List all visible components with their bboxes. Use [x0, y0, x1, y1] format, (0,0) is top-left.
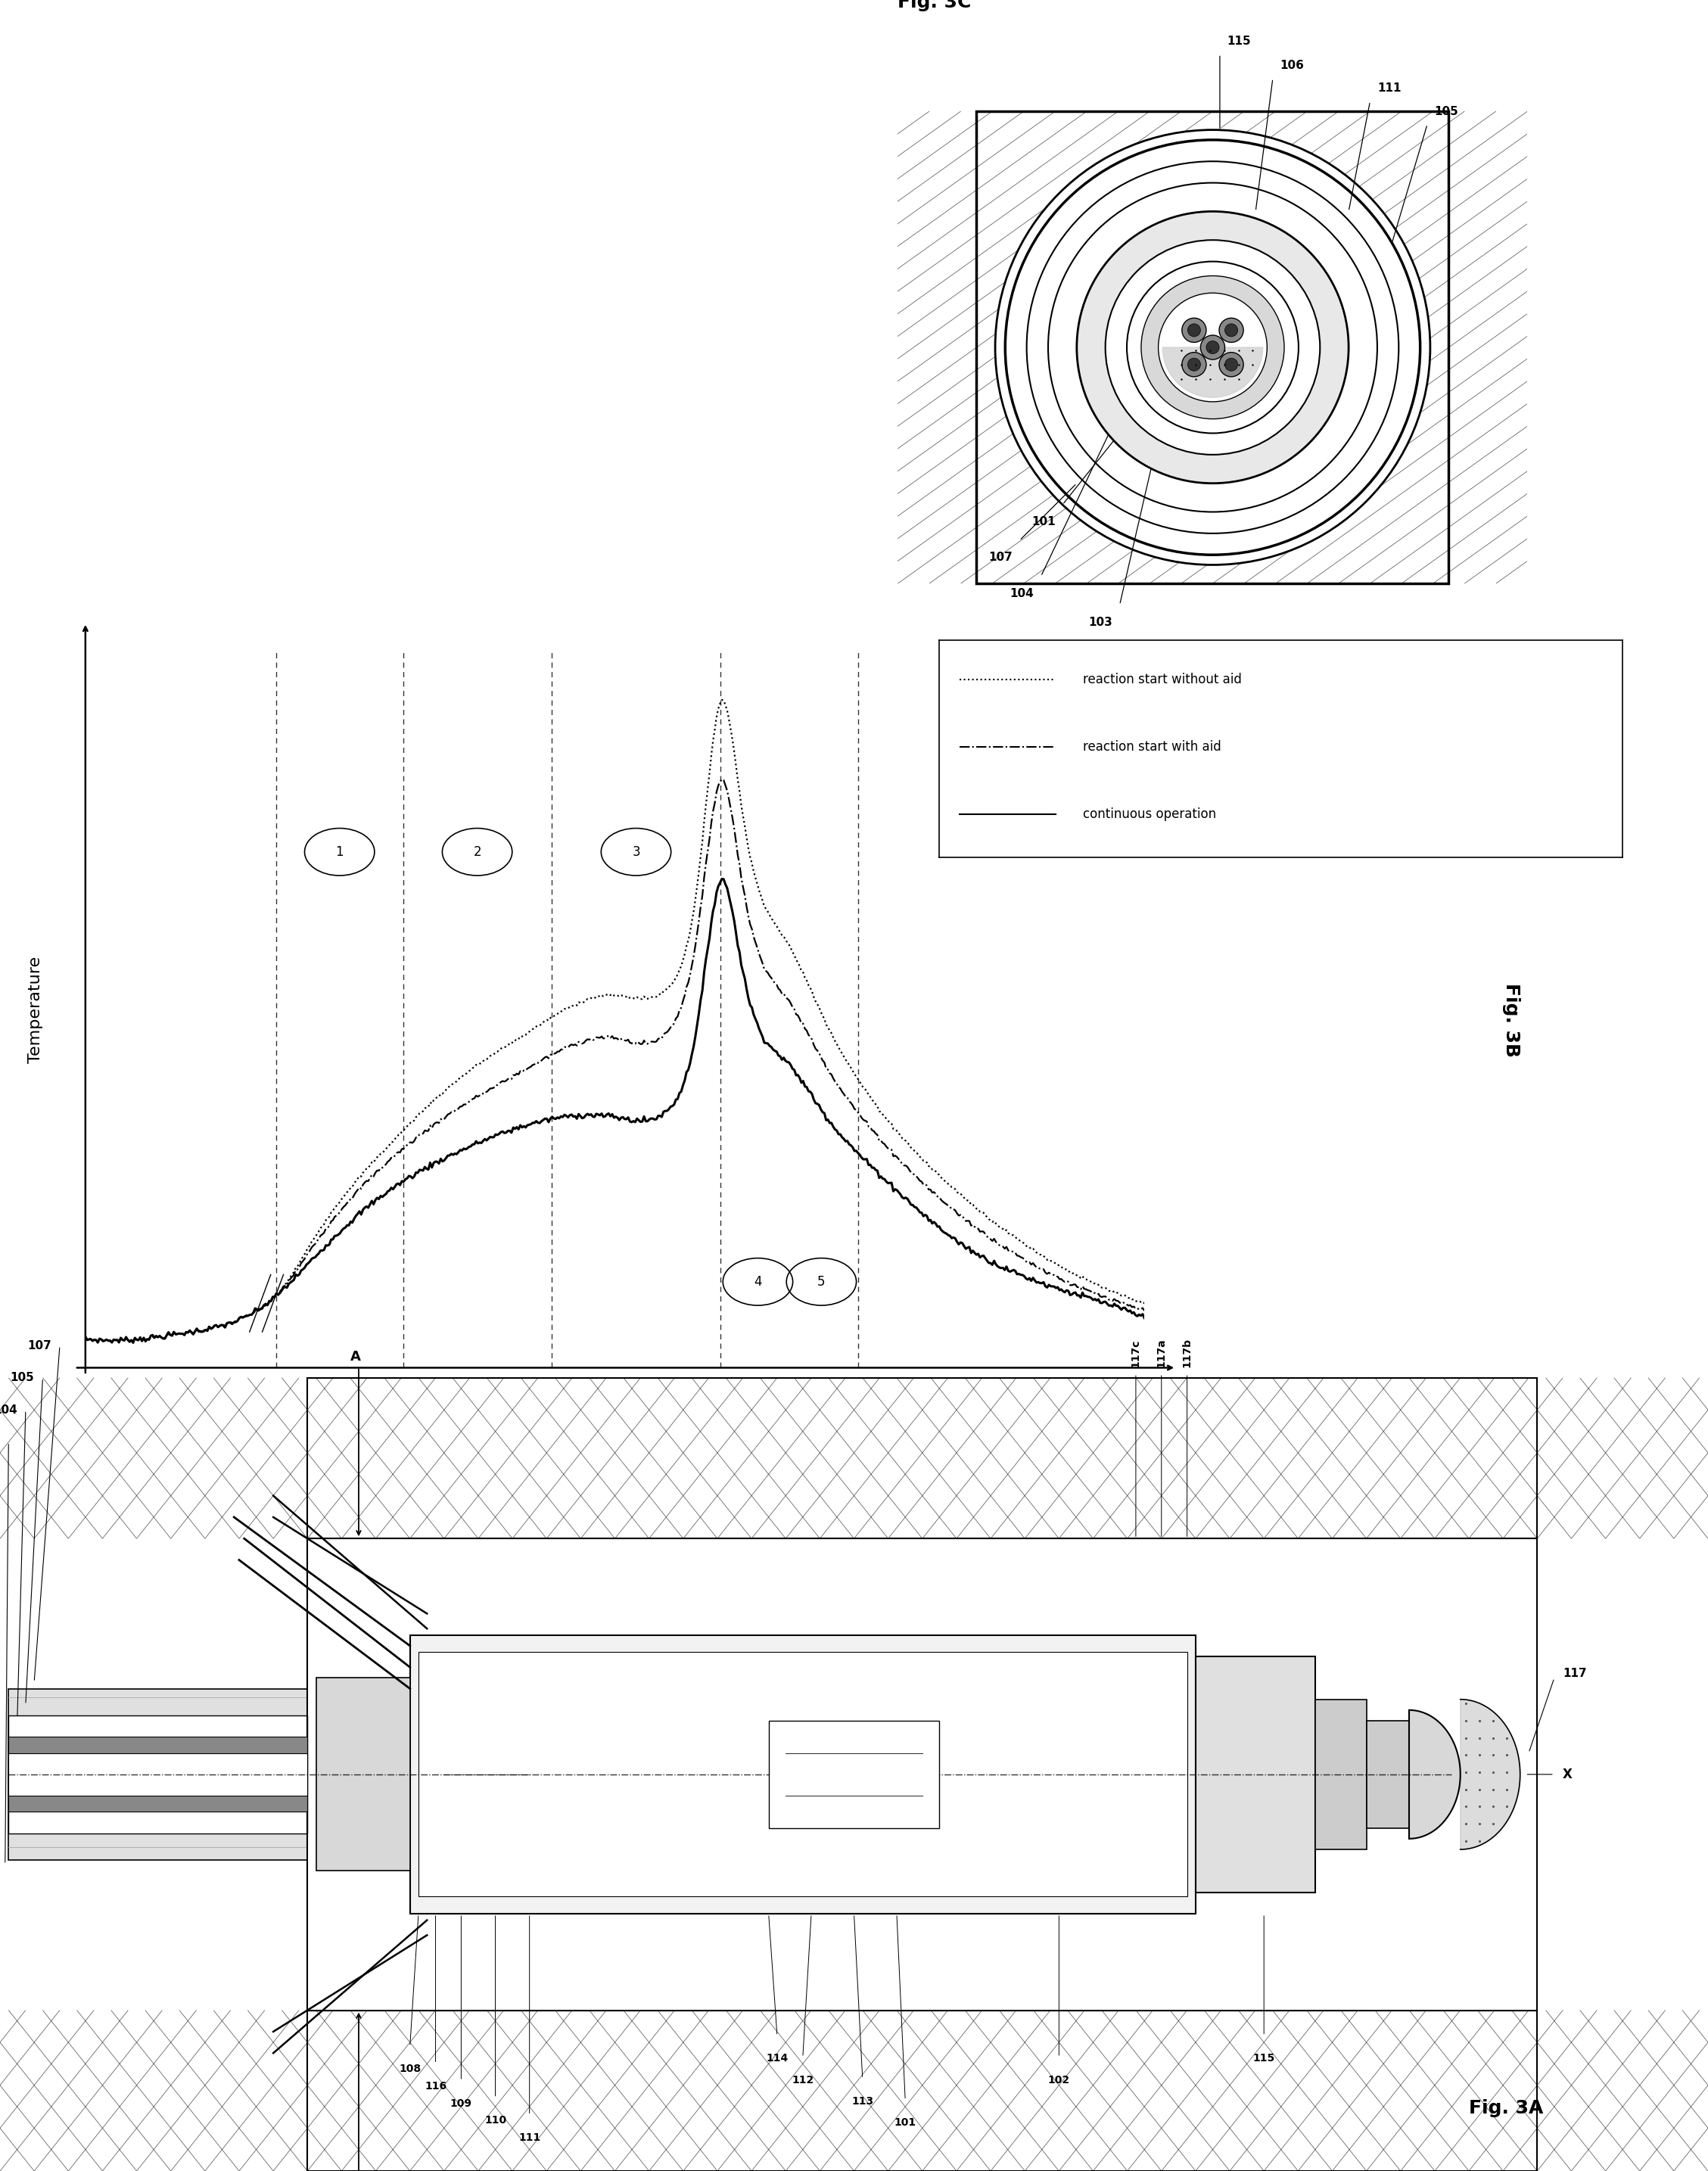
Text: 1: 1	[335, 845, 343, 860]
Text: 103: 103	[1088, 617, 1112, 627]
Bar	[316, 1678, 410, 1871]
Circle shape	[1220, 317, 1243, 343]
Circle shape	[1187, 323, 1201, 337]
Text: Temperature: Temperature	[27, 955, 43, 1064]
Text: A: A	[350, 1350, 360, 1363]
Text: reaction start with aid: reaction start with aid	[1083, 740, 1221, 753]
Bar	[9, 1752, 307, 1795]
Bar	[418, 1652, 1187, 1897]
Text: 105: 105	[10, 1372, 34, 1383]
Circle shape	[1225, 323, 1238, 337]
Text: 102: 102	[1049, 2075, 1069, 2084]
Text: 101: 101	[1032, 517, 1056, 528]
Circle shape	[1220, 352, 1243, 378]
Circle shape	[1206, 341, 1220, 354]
Text: A: A	[379, 1750, 388, 1761]
Bar	[1366, 1722, 1409, 1828]
Text: 116: 116	[425, 2082, 446, 2091]
Text: Fig. 3C: Fig. 3C	[898, 0, 972, 11]
Text: Depth in Formation: Depth in Formation	[533, 1411, 697, 1426]
Text: 117a: 117a	[1156, 1337, 1167, 1368]
Polygon shape	[1409, 1711, 1460, 1839]
Text: Fig. 3B: Fig. 3B	[1503, 983, 1520, 1057]
Bar	[977, 111, 1448, 584]
Bar	[410, 1635, 1196, 1915]
Text: 114: 114	[767, 2054, 787, 2065]
Text: 111: 111	[1377, 82, 1401, 93]
Text: 113: 113	[852, 2095, 873, 2106]
Bar	[9, 1689, 307, 1861]
Text: 107: 107	[989, 551, 1013, 562]
Bar	[307, 1539, 1537, 2010]
Text: 112: 112	[793, 2075, 813, 2084]
Bar	[9, 1737, 307, 1813]
Text: reaction start without aid: reaction start without aid	[1083, 673, 1242, 686]
Text: Fig. 3A: Fig. 3A	[1469, 2099, 1544, 2117]
Circle shape	[996, 130, 1430, 564]
Text: 109: 109	[451, 2097, 471, 2108]
Text: continuous operation: continuous operation	[1083, 808, 1216, 821]
Text: X: X	[1563, 1767, 1573, 1780]
Text: 115: 115	[1254, 2054, 1274, 2065]
Text: 2: 2	[473, 845, 482, 860]
Text: 4: 4	[753, 1274, 762, 1290]
Text: 110: 110	[485, 2115, 506, 2125]
Bar	[307, 2010, 1537, 2171]
Circle shape	[1076, 211, 1349, 484]
Polygon shape	[1163, 347, 1262, 397]
Text: 117: 117	[1563, 1667, 1587, 1680]
Circle shape	[1182, 352, 1206, 378]
Bar	[1196, 1656, 1315, 1893]
Text: 106: 106	[1279, 61, 1303, 72]
Circle shape	[1141, 276, 1284, 419]
Text: 104: 104	[0, 1405, 17, 1415]
Text: 5: 5	[818, 1274, 825, 1290]
Text: 117c: 117c	[1131, 1340, 1141, 1368]
Circle shape	[1105, 241, 1320, 454]
Text: 105: 105	[1435, 106, 1459, 117]
Bar	[307, 1379, 1537, 1539]
Bar	[9, 1715, 307, 1832]
Text: 111: 111	[519, 2132, 540, 2143]
Text: 117b: 117b	[1182, 1337, 1192, 1368]
Text: 107: 107	[27, 1340, 51, 1350]
Circle shape	[1182, 317, 1206, 343]
Text: 115: 115	[1226, 35, 1250, 48]
Text: 101: 101	[895, 2117, 915, 2128]
Bar	[769, 1722, 939, 1828]
Circle shape	[1225, 358, 1238, 371]
Polygon shape	[1460, 1700, 1520, 1850]
Circle shape	[1158, 293, 1267, 402]
Circle shape	[1187, 358, 1201, 371]
Bar	[1315, 1700, 1366, 1850]
Text: 108: 108	[400, 2065, 420, 2075]
Text: 104: 104	[1009, 588, 1033, 599]
Text: 3: 3	[632, 845, 640, 860]
Circle shape	[1201, 334, 1225, 360]
